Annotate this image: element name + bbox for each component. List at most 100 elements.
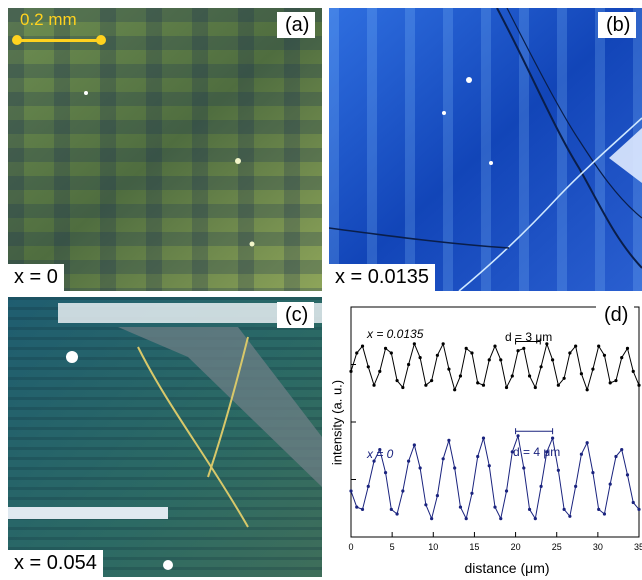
series-point-1 (378, 448, 382, 452)
series-point-0 (418, 356, 422, 360)
series-point-0 (504, 385, 509, 390)
series-point-0 (620, 356, 624, 360)
series-point-0 (395, 379, 399, 383)
series-point-0 (412, 342, 416, 346)
series-point-0 (608, 381, 612, 385)
series-point-0 (401, 385, 405, 390)
series-point-1 (412, 443, 416, 447)
series-point-1 (568, 514, 572, 518)
series-point-1 (395, 512, 399, 516)
series-point-1 (458, 505, 463, 509)
panel-label-d: (d) (596, 302, 635, 328)
period-annotation-3um: d = 3 μm (505, 330, 553, 344)
x-tick-label: 15 (469, 542, 479, 552)
series-point-1 (366, 484, 370, 488)
panel-label-b: (b) (598, 12, 637, 38)
series-point-0 (476, 381, 480, 385)
series-point-0 (551, 358, 555, 362)
series-line-0 (350, 342, 640, 392)
series-point-1 (562, 507, 566, 511)
micrograph-image-b (329, 8, 642, 291)
series-point-1 (389, 507, 393, 511)
series-point-0 (453, 388, 457, 392)
period-annotation-4um: d = 4 μm (513, 445, 561, 459)
chart-svg: 0 5 10 15 20 25 30 35 (348, 306, 642, 552)
series-point-0 (562, 376, 566, 380)
panel-label-a: (a) (277, 12, 316, 38)
x-tick-label: 0 (348, 542, 353, 552)
series-point-0 (637, 383, 641, 387)
series-point-1 (516, 434, 520, 438)
series-point-1 (625, 473, 630, 477)
series-point-1 (360, 507, 365, 511)
micrograph-panel-b: x = 0.0135 (329, 8, 642, 291)
scale-bar (12, 34, 106, 48)
series-point-1 (401, 489, 405, 493)
x-tick-label: 20 (511, 542, 521, 552)
series-point-0 (487, 358, 491, 362)
series-point-0 (556, 383, 560, 387)
series-point-0 (591, 367, 595, 371)
x-tick-label: 35 (634, 542, 642, 552)
series-point-0 (602, 353, 607, 357)
series-point-0 (516, 349, 520, 353)
series-point-1 (545, 450, 549, 454)
series-point-0 (447, 367, 451, 371)
series-point-1 (424, 503, 428, 507)
micrograph-image-c (8, 297, 322, 577)
series-point-1 (447, 438, 451, 442)
series-point-1 (487, 464, 491, 468)
series-point-1 (591, 471, 595, 475)
series-point-1 (585, 441, 589, 445)
series-point-1 (407, 459, 411, 463)
scale-bar-line (16, 39, 102, 42)
composition-label-a: x = 0 (8, 264, 64, 291)
series-point-1 (556, 468, 560, 472)
series-point-1 (608, 482, 612, 486)
series-point-1 (637, 507, 641, 511)
series-point-0 (378, 369, 382, 373)
series-point-0 (533, 385, 537, 390)
series-point-1 (614, 454, 618, 459)
series-point-1 (441, 457, 445, 461)
series-point-0 (389, 351, 393, 355)
series-point-1 (533, 517, 537, 521)
series-point-1 (631, 500, 635, 505)
series-label-x0135: x = 0.0135 (367, 327, 424, 341)
series-point-0 (407, 362, 411, 367)
series-point-0 (631, 369, 635, 373)
series-point-1 (493, 505, 497, 509)
series-point-0 (545, 342, 549, 346)
x-tick-label: 25 (552, 542, 562, 552)
series-point-0 (585, 388, 589, 392)
x-tick-label: 5 (390, 542, 395, 552)
series-point-0 (430, 379, 434, 383)
scale-bar-label: 0.2 mm (20, 10, 77, 29)
x-tick-label: 30 (593, 542, 603, 552)
series-point-1 (470, 491, 474, 495)
series-point-1 (602, 512, 607, 516)
series-point-0 (349, 369, 353, 373)
series-point-0 (527, 374, 532, 378)
micrograph-image-a (8, 8, 322, 291)
scale-bar-end-left (12, 35, 22, 45)
chart-ylabel: intensity (a. u.) (329, 379, 345, 466)
series-point-0 (493, 344, 497, 348)
series-point-1 (499, 517, 503, 521)
series-point-1 (620, 448, 624, 452)
series-point-1 (418, 466, 422, 470)
intensity-profile-chart: 0 5 10 15 20 25 30 35 intensity (a. u.) distanc… (327, 297, 642, 580)
series-point-1 (522, 466, 526, 470)
series-point-1 (504, 489, 509, 493)
series-point-0 (522, 346, 526, 350)
chart-xlabel: distance (μm) (464, 560, 550, 576)
series-point-1 (579, 452, 583, 456)
series-point-0 (574, 344, 578, 348)
series-point-0 (597, 344, 601, 348)
series-point-1 (355, 505, 359, 509)
series-point-0 (579, 372, 583, 376)
series-point-0 (510, 374, 514, 378)
series-point-1 (464, 517, 468, 521)
series-point-0 (435, 353, 439, 357)
micrograph-panel-a: x = 0 0.2 mm (8, 8, 322, 291)
